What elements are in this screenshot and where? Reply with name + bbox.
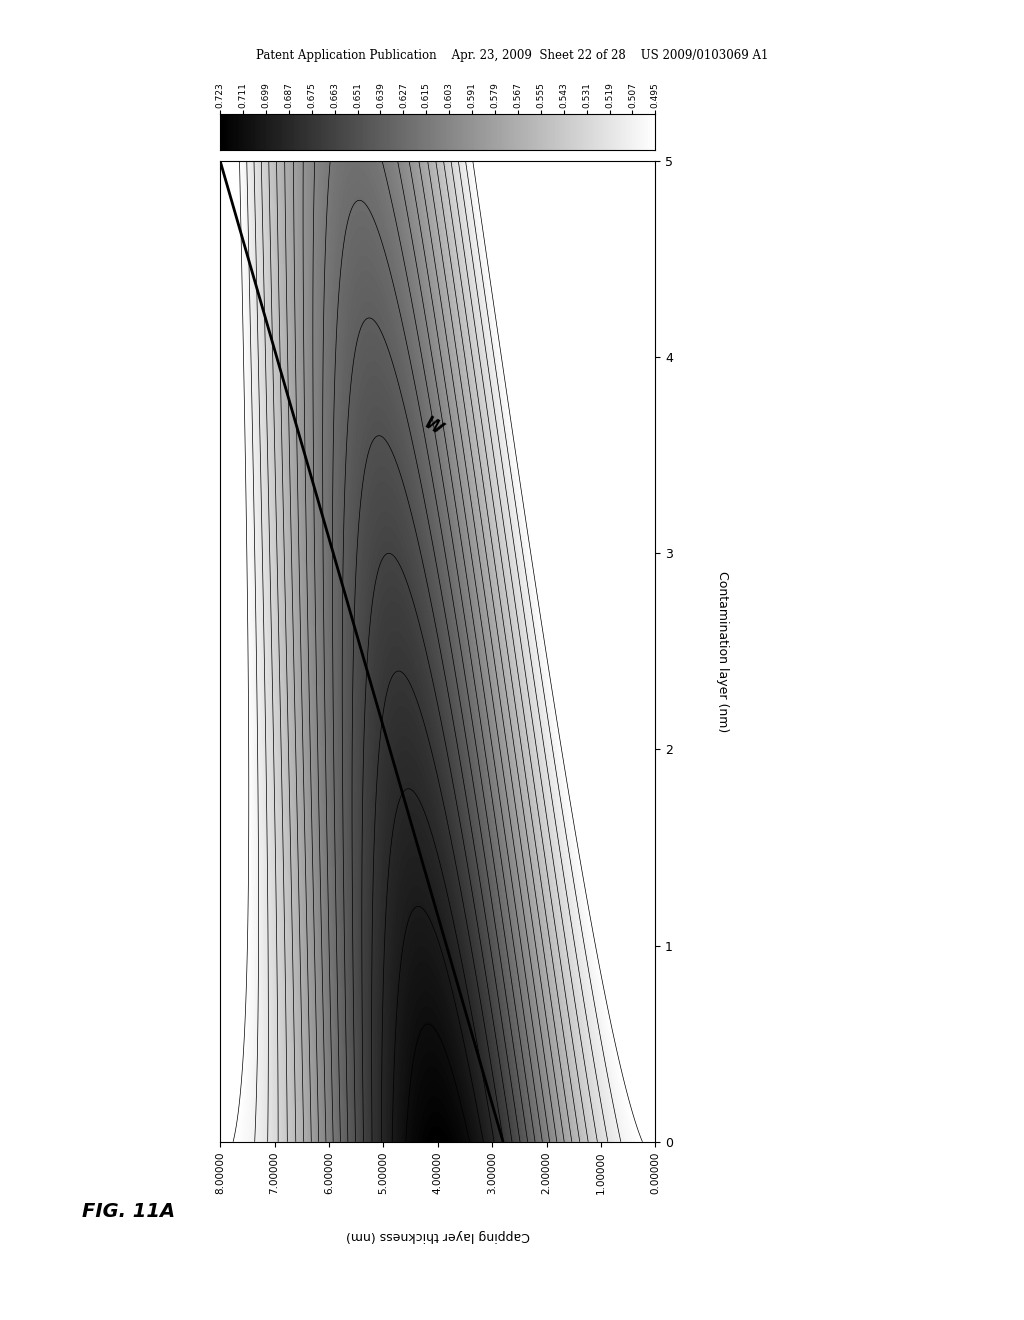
X-axis label: Capping layer thickness (nm): Capping layer thickness (nm): [346, 1229, 529, 1242]
Y-axis label: Contamination layer (nm): Contamination layer (nm): [716, 570, 729, 733]
Text: FIG. 11A: FIG. 11A: [82, 1203, 175, 1221]
Text: W: W: [420, 413, 444, 438]
Text: Patent Application Publication    Apr. 23, 2009  Sheet 22 of 28    US 2009/01030: Patent Application Publication Apr. 23, …: [256, 49, 768, 62]
